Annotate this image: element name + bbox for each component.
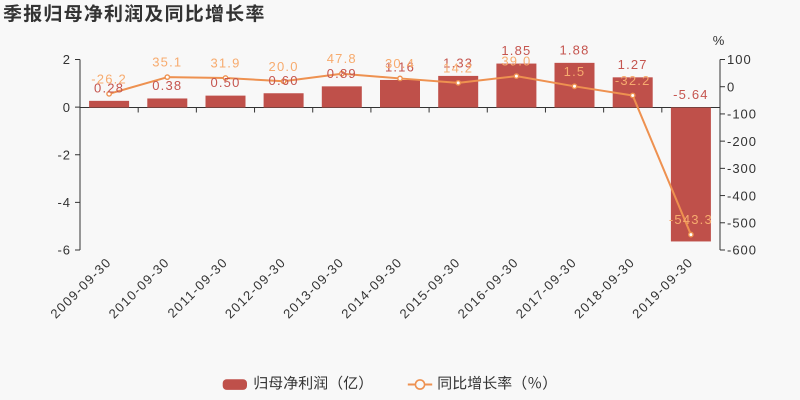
svg-text:1.85: 1.85 xyxy=(501,43,531,58)
svg-text:-6: -6 xyxy=(57,243,71,258)
svg-text:2: 2 xyxy=(63,52,71,67)
svg-text:-26.2: -26.2 xyxy=(91,71,127,86)
svg-text:-200: -200 xyxy=(727,134,757,149)
svg-text:-543.3: -543.3 xyxy=(669,212,713,227)
svg-text:-400: -400 xyxy=(727,188,757,203)
svg-text:-4: -4 xyxy=(57,195,71,210)
svg-text:20.0: 20.0 xyxy=(269,59,299,74)
svg-text:0.50: 0.50 xyxy=(210,75,240,90)
svg-text:30.4: 30.4 xyxy=(385,56,415,71)
svg-text:1.16: 1.16 xyxy=(385,59,415,74)
svg-text:0.89: 0.89 xyxy=(327,66,357,81)
svg-text:1.27: 1.27 xyxy=(618,57,648,72)
svg-text:-600: -600 xyxy=(727,243,757,258)
svg-text:1.5: 1.5 xyxy=(564,64,586,79)
svg-text:-2: -2 xyxy=(57,147,71,162)
svg-text:0.60: 0.60 xyxy=(269,73,299,88)
svg-text:0.28: 0.28 xyxy=(94,80,124,95)
svg-text:-100: -100 xyxy=(727,107,757,122)
svg-text:39.0: 39.0 xyxy=(501,54,531,69)
svg-text:1.33: 1.33 xyxy=(443,55,473,70)
svg-text:35.1: 35.1 xyxy=(152,55,182,70)
svg-text:1.88: 1.88 xyxy=(559,42,589,57)
svg-text:47.8: 47.8 xyxy=(327,51,357,66)
svg-text:0: 0 xyxy=(727,79,735,94)
svg-text:-5.64: -5.64 xyxy=(673,87,709,102)
svg-text:31.9: 31.9 xyxy=(210,56,240,71)
svg-text:14.2: 14.2 xyxy=(443,60,473,75)
svg-text:-500: -500 xyxy=(727,216,757,231)
svg-text:-300: -300 xyxy=(727,161,757,176)
svg-text:0.38: 0.38 xyxy=(152,78,182,93)
svg-text:-32.2: -32.2 xyxy=(615,73,651,88)
svg-text:%: % xyxy=(713,33,726,48)
svg-text:100: 100 xyxy=(727,52,752,67)
svg-text:0: 0 xyxy=(63,100,71,115)
